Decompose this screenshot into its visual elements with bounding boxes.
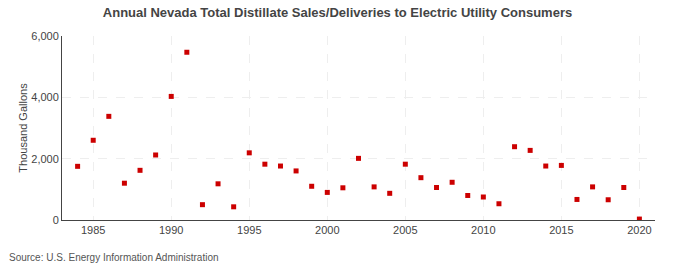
svg-text:1985: 1985 [81, 224, 105, 236]
svg-text:Thousand Gallons: Thousand Gallons [17, 83, 29, 173]
svg-text:Annual Nevada Total Distillate: Annual Nevada Total Distillate Sales/Del… [103, 5, 572, 20]
svg-text:1990: 1990 [159, 224, 183, 236]
svg-text:2,000: 2,000 [31, 153, 59, 165]
svg-text:2005: 2005 [393, 224, 417, 236]
svg-text:1995: 1995 [237, 224, 261, 236]
svg-text:0: 0 [53, 214, 59, 226]
svg-text:2010: 2010 [471, 224, 495, 236]
svg-text:2020: 2020 [627, 224, 651, 236]
svg-text:Source: U.S. Energy Informatio: Source: U.S. Energy Information Administ… [9, 252, 219, 263]
svg-text:2015: 2015 [549, 224, 573, 236]
svg-text:2000: 2000 [315, 224, 339, 236]
svg-text:6,000: 6,000 [31, 30, 59, 42]
svg-text:4,000: 4,000 [31, 91, 59, 103]
